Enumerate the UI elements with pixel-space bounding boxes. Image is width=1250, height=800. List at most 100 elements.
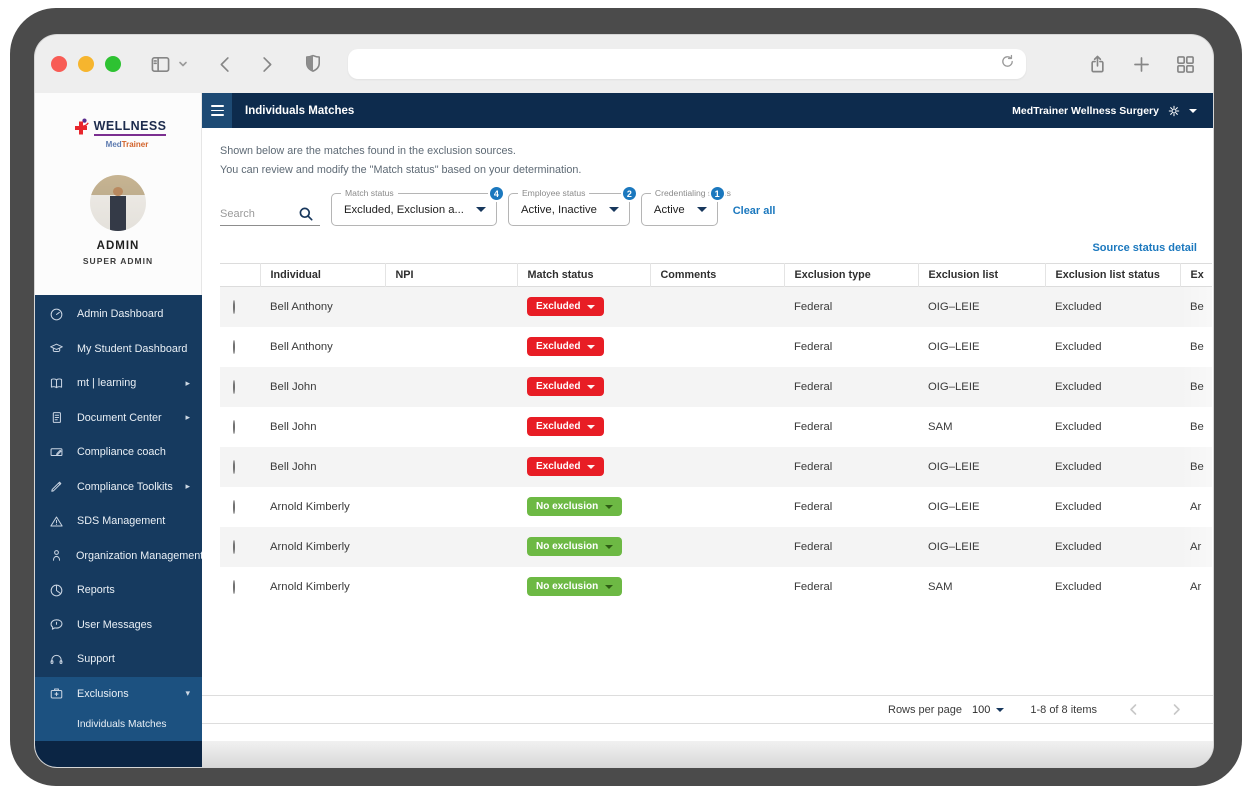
cell-match-status: No exclusion (517, 487, 650, 527)
sidebar-item-organization-management[interactable]: Organization Management ▸ (35, 539, 202, 574)
sidebar-item-label: Admin Dashboard (77, 308, 190, 320)
sidebar-item-mt-learning[interactable]: mt | learning ▸ (35, 366, 202, 401)
table-row: Arnold Kimberly No exclusion Federal OIG… (220, 527, 1212, 567)
row-radio-button[interactable] (233, 420, 235, 434)
filter-count-badge: 2 (621, 185, 638, 202)
back-icon[interactable] (216, 55, 235, 74)
cell-select (220, 487, 260, 527)
grad-cap-icon (49, 341, 65, 356)
row-radio-button[interactable] (233, 460, 235, 474)
filter-dropdown-employee-status[interactable]: Employee status Active, Inactive 2 (508, 193, 630, 226)
share-icon[interactable] (1088, 55, 1107, 74)
search-input[interactable] (220, 208, 298, 220)
row-radio-button[interactable] (233, 340, 235, 354)
filter-dropdown-match-status[interactable]: Match status Excluded, Exclusion a... 4 (331, 193, 497, 226)
document-icon (49, 410, 65, 425)
minimize-window-button[interactable] (78, 56, 94, 72)
cell-excluded-name: Ar (1180, 527, 1212, 567)
sidebar-footer (35, 741, 202, 767)
rows-per-page-select[interactable]: 100 (972, 704, 1004, 716)
cell-excluded-name: Be (1180, 287, 1212, 327)
cell-comments (650, 327, 784, 367)
sidebar-item-user-messages[interactable]: User Messages (35, 608, 202, 643)
chevron-icon: ▾ (185, 688, 190, 699)
filter-dropdown-credentialing-status[interactable]: Credentialing status Active 1 (641, 193, 718, 226)
matches-table: IndividualNPIMatch statusCommentsExclusi… (220, 263, 1212, 607)
sidebar-item-sds-management[interactable]: SDS Management (35, 504, 202, 539)
row-radio-button[interactable] (233, 300, 235, 314)
chevron-down-icon (605, 585, 613, 589)
cell-comments (650, 287, 784, 327)
row-radio-button[interactable] (233, 540, 235, 554)
cell-match-status: Excluded (517, 287, 650, 327)
match-status-dropdown[interactable]: No exclusion (527, 537, 622, 556)
address-bar[interactable] (348, 49, 1026, 79)
avatar[interactable] (90, 175, 146, 231)
sidebar-item-my-student-dashboard[interactable]: My Student Dashboard (35, 332, 202, 367)
cell-exclusion-list-status: Excluded (1045, 287, 1180, 327)
sidebar-item-label: Compliance coach (77, 446, 190, 458)
reload-icon[interactable] (1000, 54, 1015, 74)
privacy-shield-icon[interactable] (304, 54, 322, 74)
column-exclusion-list-status: Exclusion list status (1045, 264, 1180, 287)
sidebar-item-reports[interactable]: Reports (35, 573, 202, 608)
chevron-down-icon (587, 345, 595, 349)
match-status-dropdown[interactable]: Excluded (527, 377, 604, 396)
row-radio-button[interactable] (233, 500, 235, 514)
rows-per-page-label: Rows per page (888, 704, 962, 716)
next-page-button[interactable] (1170, 703, 1183, 716)
sidebar-menu: Admin Dashboard My Student Dashboard mt … (35, 295, 202, 741)
filter-count-badge: 4 (488, 185, 505, 202)
new-tab-icon[interactable] (1132, 55, 1151, 74)
match-status-dropdown[interactable]: No exclusion (527, 497, 622, 516)
match-status-dropdown[interactable]: Excluded (527, 457, 604, 476)
browser-window: WELLNESS MedTrainer ADMIN SUPER ADMIN Ad… (35, 35, 1213, 767)
prev-page-button[interactable] (1127, 703, 1140, 716)
cell-exclusion-type: Federal (784, 487, 918, 527)
cell-npi (385, 447, 517, 487)
menu-toggle-button[interactable] (202, 93, 232, 128)
cell-exclusion-list-status: Excluded (1045, 567, 1180, 607)
row-radio-button[interactable] (233, 380, 235, 394)
tool-icon (49, 479, 65, 494)
sidebar-item-compliance-toolkits[interactable]: Compliance Toolkits ▸ (35, 470, 202, 505)
close-window-button[interactable] (51, 56, 67, 72)
match-status-dropdown[interactable]: No exclusion (527, 577, 622, 596)
table-row: Bell John Excluded Federal OIG–LEIE Excl… (220, 367, 1212, 407)
clear-all-link[interactable]: Clear all (733, 205, 776, 217)
filter-label: Employee status (518, 188, 590, 198)
column-exclusion-type: Exclusion type (784, 264, 918, 287)
window-bottom-strip (202, 741, 1213, 767)
sidebar-item-label: SDS Management (77, 515, 190, 527)
pagination-range: 1-8 of 8 items (1030, 704, 1097, 716)
match-status-dropdown[interactable]: Excluded (527, 297, 604, 316)
cell-select (220, 447, 260, 487)
tab-overview-icon[interactable] (1176, 55, 1195, 74)
filter-label: Match status (341, 188, 398, 198)
sidebar-toggle-icon[interactable] (151, 55, 170, 74)
chevron-down-icon[interactable] (1189, 109, 1197, 113)
row-radio-button[interactable] (233, 580, 235, 594)
table-row: Bell John Excluded Federal SAM Excluded … (220, 407, 1212, 447)
chevron-icon: ▸ (185, 412, 190, 423)
cell-exclusion-list: OIG–LEIE (918, 327, 1045, 367)
source-status-detail-link[interactable]: Source status detail (1092, 242, 1197, 254)
table-header-row: IndividualNPIMatch statusCommentsExclusi… (220, 264, 1212, 287)
sidebar-subitem-individuals-matches[interactable]: Individuals Matches (35, 711, 202, 737)
chevron-down-icon (605, 505, 613, 509)
sidebar-item-document-center[interactable]: Document Center ▸ (35, 401, 202, 436)
gear-icon[interactable] (1167, 104, 1181, 118)
match-status-dropdown[interactable]: Excluded (527, 337, 604, 356)
forward-icon[interactable] (257, 55, 276, 74)
match-status-dropdown[interactable]: Excluded (527, 417, 604, 436)
sidebar-item-compliance-coach[interactable]: Compliance coach (35, 435, 202, 470)
sidebar-item-exclusions[interactable]: Exclusions ▾ (35, 677, 202, 712)
sidebar-item-support[interactable]: Support (35, 642, 202, 677)
org-switcher[interactable]: MedTrainer Wellness Surgery (1012, 104, 1213, 118)
cell-match-status: No exclusion (517, 567, 650, 607)
cell-individual: Bell Anthony (260, 327, 385, 367)
chevron-down-icon[interactable] (178, 59, 188, 69)
sidebar-item-admin-dashboard[interactable]: Admin Dashboard (35, 297, 202, 332)
cell-match-status: Excluded (517, 367, 650, 407)
zoom-window-button[interactable] (105, 56, 121, 72)
